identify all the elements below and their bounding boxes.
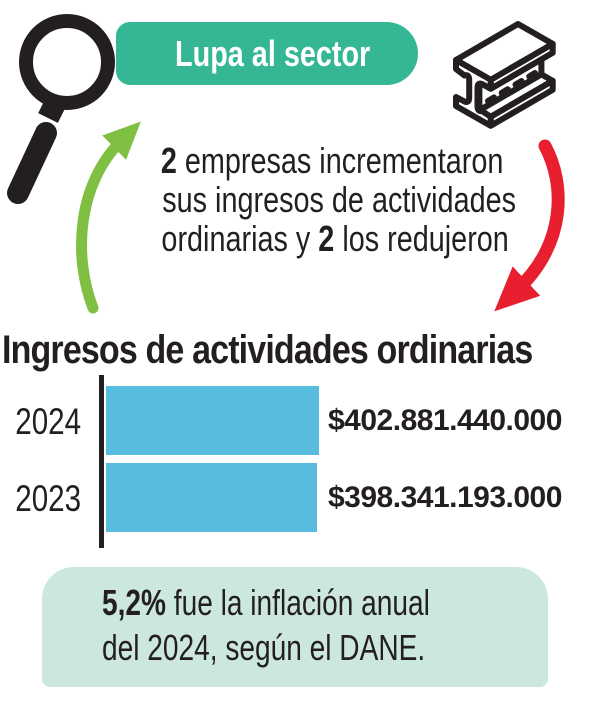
value-label-2023: $398.341.193.000: [328, 481, 562, 514]
category-label-2023: 2023: [15, 478, 81, 519]
magnifying-glass-icon: [7, 14, 115, 204]
chart-title: Ingresos de actividades ordinarias: [2, 328, 533, 372]
value-label-2024: $402.881.440.000: [328, 404, 562, 437]
bar-2024: [106, 386, 319, 455]
bar-2023: [106, 463, 317, 532]
sector-badge-label: Lupa al sector: [174, 33, 371, 74]
summary-line-1: 2 empresas incrementaron: [160, 140, 504, 181]
decrease-arrow-icon: [494, 139, 565, 312]
chart-axis: [99, 375, 104, 548]
summary-text: 2 empresas incrementaron sus ingresos de…: [118, 141, 542, 258]
category-label-2024: 2024: [15, 401, 81, 442]
summary-line-2: sus ingresos de actividades: [162, 179, 517, 220]
summary-line-3: ordinarias y 2 los redujeron: [161, 218, 509, 259]
sector-badge: Lupa al sector: [116, 22, 418, 85]
increase-arrow-icon: [76, 121, 141, 314]
inflation-line-2: del 2024, según el DANE.: [102, 627, 426, 668]
steel-beam-icon: [453, 21, 556, 129]
inflation-note: 5,2% fue la inflación anual del 2024, se…: [42, 567, 548, 687]
inflation-note-text: 5,2% fue la inflación anual del 2024, se…: [102, 580, 522, 670]
inflation-line-1: 5,2% fue la inflación anual: [102, 582, 430, 623]
